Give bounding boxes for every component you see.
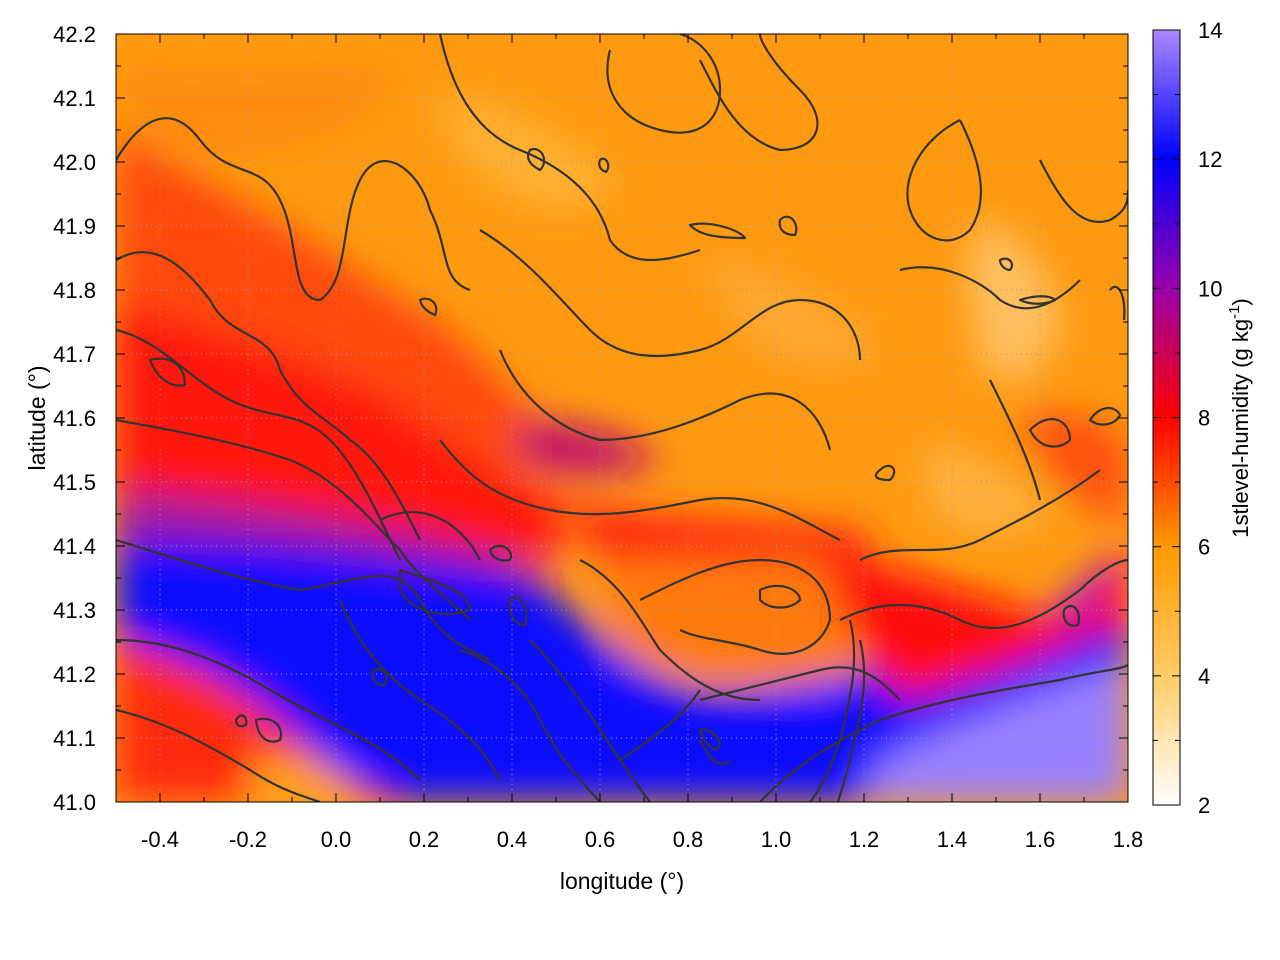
contour-line xyxy=(1109,285,1126,321)
contour-line xyxy=(488,544,513,562)
contour-line xyxy=(606,34,722,134)
contour-line xyxy=(116,538,491,661)
contour-line xyxy=(116,328,401,561)
contour-line xyxy=(839,558,1128,630)
contour-line xyxy=(699,739,731,765)
y-tick-label: 41.0 xyxy=(53,790,96,815)
contour-line xyxy=(1028,418,1072,448)
contour-line xyxy=(116,418,471,621)
colorbar-label: 1stlevel-humidity (g kg-1) xyxy=(1226,298,1253,538)
contour-line xyxy=(1062,604,1080,627)
y-tick-label: 41.2 xyxy=(53,662,96,687)
contour-line xyxy=(398,568,472,615)
y-axis: 41.0 41.1 41.2 41.3 41.4 41.5 41.6 41.7 41.8 41.9… xyxy=(53,22,1128,815)
contour-lines xyxy=(116,34,1128,802)
contour-line xyxy=(148,357,187,387)
contour-line xyxy=(526,147,546,172)
contour-line xyxy=(338,599,501,781)
y-tick-label: 41.3 xyxy=(53,598,96,623)
colorbar-tick-label: 8 xyxy=(1198,406,1210,431)
contour-line xyxy=(874,464,896,482)
colorbar-tick-label: 14 xyxy=(1198,18,1222,43)
contour-line xyxy=(598,157,610,174)
contour-line xyxy=(809,619,856,802)
x-axis-label: longitude (°) xyxy=(560,868,684,894)
x-tick-label: -0.2 xyxy=(229,827,267,852)
contour-line xyxy=(508,596,528,627)
x-tick-label: 1.4 xyxy=(937,827,968,852)
contour-line xyxy=(116,251,421,541)
y-tick-label: 41.8 xyxy=(53,278,96,303)
contour-line xyxy=(699,666,901,702)
y-tick-label: 41.7 xyxy=(53,342,96,367)
contour-line xyxy=(438,34,701,261)
contour-line xyxy=(498,349,832,451)
y-tick-label: 41.5 xyxy=(53,470,96,495)
y-tick-label: 42.0 xyxy=(53,150,96,175)
y-tick-label: 41.1 xyxy=(53,726,96,751)
contour-line xyxy=(1039,159,1128,223)
x-tick-label: 0.2 xyxy=(409,827,440,852)
x-tick-label: -0.4 xyxy=(141,827,179,852)
contour-line xyxy=(479,229,862,361)
x-tick-label: 1.2 xyxy=(849,827,880,852)
contour-line xyxy=(759,664,1128,802)
colorbar-label-superscript: -1 xyxy=(1226,306,1243,319)
contour-line xyxy=(619,689,701,761)
contour-line xyxy=(116,638,421,781)
y-tick-label: 41.9 xyxy=(53,214,96,239)
contour-line xyxy=(899,266,1081,310)
colorbar: 2 4 6 8 10 12 14 1stlevel-humidity (g kg-1) xyxy=(1152,18,1253,818)
x-tick-label: 0.8 xyxy=(673,827,704,852)
contour-line xyxy=(859,469,1101,561)
colorbar-tick-label: 6 xyxy=(1198,535,1210,560)
contour-line xyxy=(234,714,248,728)
colorbar-tick-label: 12 xyxy=(1198,147,1222,172)
colorbar-label-suffix: ) xyxy=(1228,298,1253,305)
contour-line xyxy=(989,379,1042,501)
x-tick-label: 1.0 xyxy=(761,827,792,852)
contour-line xyxy=(379,511,481,561)
contour-line xyxy=(639,558,832,655)
contour-line xyxy=(836,639,866,802)
x-tick-label: 0.0 xyxy=(321,827,352,852)
contour-line xyxy=(418,297,438,317)
y-tick-label: 42.2 xyxy=(53,22,96,47)
x-tick-label: 1.6 xyxy=(1025,827,1056,852)
x-tick-label: 0.6 xyxy=(585,827,616,852)
colorbar-tick-label: 4 xyxy=(1198,664,1210,689)
contour-line xyxy=(370,668,388,687)
contour-line xyxy=(758,584,802,609)
x-tick-label: 1.8 xyxy=(1113,827,1144,852)
y-tick-label: 42.1 xyxy=(53,86,96,111)
y-tick-label: 41.4 xyxy=(53,534,96,559)
x-tick-label: 0.4 xyxy=(497,827,528,852)
contour-line xyxy=(698,728,722,751)
contour-line xyxy=(778,215,798,237)
colorbar-ticks: 2 4 6 8 10 12 14 xyxy=(1153,18,1222,818)
contour-line xyxy=(116,708,321,802)
contour-line xyxy=(688,222,747,240)
contour-line xyxy=(439,439,841,541)
y-axis-label: latitude (°) xyxy=(24,365,50,470)
contour-line xyxy=(116,117,471,302)
contour-line xyxy=(254,717,283,743)
contour-line xyxy=(459,648,601,802)
contour-line xyxy=(699,34,819,152)
contour-line xyxy=(998,257,1014,272)
colorbar-tick-label: 2 xyxy=(1198,793,1210,818)
colorbar-tick-label: 10 xyxy=(1198,276,1222,301)
contour-line xyxy=(1018,295,1057,305)
contour-line xyxy=(1088,407,1122,426)
contour-line xyxy=(906,119,982,242)
contour-line xyxy=(529,639,651,802)
colorbar-label-main: 1stlevel-humidity (g kg xyxy=(1228,319,1253,538)
y-tick-label: 41.6 xyxy=(53,406,96,431)
x-axis: -0.4 -0.2 0.0 0.2 0.4 0.6 0.8 1.0 1.2 1.4 1.6 1.8 xyxy=(115,34,1144,852)
